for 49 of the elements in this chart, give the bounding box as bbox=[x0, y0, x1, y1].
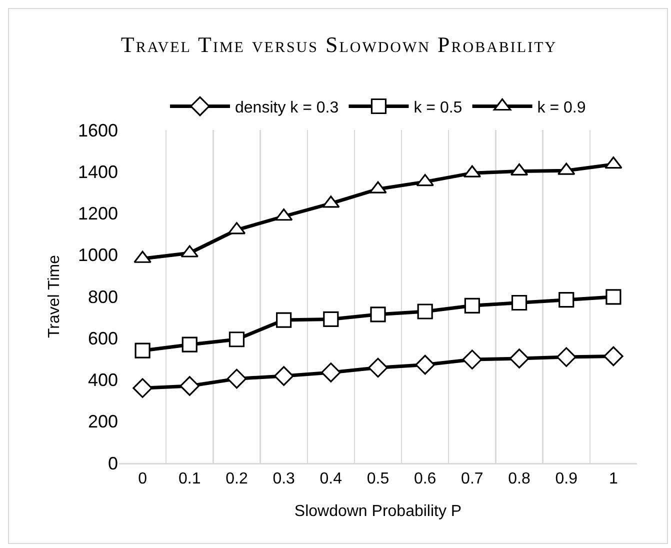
y-tick-label: 1000 bbox=[78, 245, 118, 266]
y-tick-label: 400 bbox=[88, 370, 118, 390]
point bbox=[510, 163, 528, 176]
y-tick-label: 1200 bbox=[78, 204, 118, 224]
point bbox=[323, 311, 339, 327]
point bbox=[462, 350, 482, 370]
point bbox=[321, 362, 341, 382]
y-tick-label: 800 bbox=[88, 286, 118, 307]
x-tick-label: 0 bbox=[138, 470, 148, 488]
legend-label: density k = 0.3 bbox=[235, 99, 339, 116]
x-tick-label: 1 bbox=[608, 470, 618, 488]
point bbox=[132, 378, 152, 398]
point bbox=[509, 348, 530, 368]
legend-label: k = 0.9 bbox=[537, 99, 586, 116]
x-tick-label: 0.1 bbox=[178, 470, 201, 488]
point bbox=[604, 346, 624, 366]
x-tick-label: 0.5 bbox=[366, 470, 390, 488]
point bbox=[556, 347, 576, 367]
legend-label: k = 0.5 bbox=[414, 99, 462, 116]
x-axis-title: Slowdown Probability P bbox=[294, 503, 462, 520]
point bbox=[180, 376, 200, 396]
x-tick-label: 0.6 bbox=[414, 470, 436, 488]
x-tick-label: 0.9 bbox=[555, 470, 578, 488]
point bbox=[511, 294, 528, 311]
y-axis-title: Travel Time bbox=[46, 254, 63, 338]
y-tick-label: 0 bbox=[108, 453, 118, 474]
point bbox=[558, 292, 574, 308]
point bbox=[606, 289, 622, 305]
x-tick-label: 0.2 bbox=[226, 470, 248, 488]
point bbox=[276, 312, 292, 328]
point bbox=[182, 336, 198, 352]
point bbox=[417, 304, 433, 320]
point bbox=[415, 354, 435, 375]
point bbox=[368, 358, 388, 378]
y-tick-label: 1600 bbox=[78, 120, 118, 140]
y-tick-label: 200 bbox=[88, 412, 118, 432]
point bbox=[228, 332, 245, 348]
point bbox=[274, 366, 294, 386]
point bbox=[464, 298, 480, 314]
point bbox=[226, 368, 247, 389]
point bbox=[134, 342, 150, 358]
x-tick-label: 0.3 bbox=[272, 470, 296, 488]
y-tick-label: 600 bbox=[88, 328, 118, 348]
chart-title: Travel Time versus Slowdown Probability bbox=[120, 31, 558, 58]
x-tick-label: 0.4 bbox=[320, 470, 342, 488]
x-tick-label: 0.8 bbox=[508, 470, 530, 488]
point bbox=[370, 306, 386, 322]
y-tick-label: 1400 bbox=[78, 162, 118, 182]
x-tick-label: 0.7 bbox=[461, 470, 484, 488]
